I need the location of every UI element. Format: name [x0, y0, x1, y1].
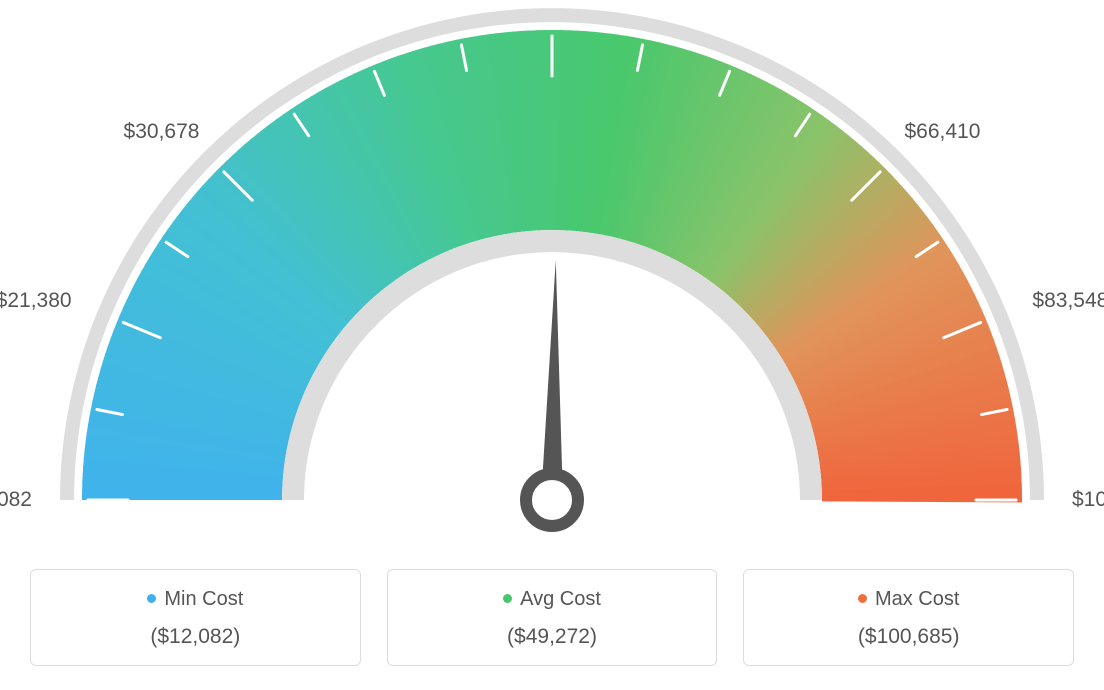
legend-title-min: Min Cost — [41, 588, 350, 611]
legend-value-avg: ($49,272) — [398, 625, 707, 649]
gauge-chart: $12,082$21,380$30,678$49,272$66,410$83,5… — [0, 0, 1104, 560]
gauge-tick-label: $12,082 — [0, 488, 32, 512]
legend-value-min: ($12,082) — [41, 625, 350, 649]
gauge-tick-label: $66,410 — [905, 120, 981, 144]
legend-card-min: Min Cost ($12,082) — [30, 569, 361, 666]
gauge-tick-label: $83,548 — [1032, 289, 1104, 313]
legend-label: Min Cost — [164, 588, 243, 610]
dot-icon — [858, 594, 867, 603]
legend-row: Min Cost ($12,082) Avg Cost ($49,272) Ma… — [30, 569, 1074, 666]
legend-card-avg: Avg Cost ($49,272) — [387, 569, 718, 666]
legend-card-max: Max Cost ($100,685) — [743, 569, 1074, 666]
legend-title-max: Max Cost — [754, 588, 1063, 611]
gauge-tick-label: $30,678 — [124, 120, 200, 144]
legend-value-max: ($100,685) — [754, 625, 1063, 649]
legend-label: Max Cost — [875, 588, 959, 610]
dot-icon — [147, 594, 156, 603]
gauge-tick-label: $21,380 — [0, 289, 72, 313]
dot-icon — [503, 594, 512, 603]
gauge-tick-label: $100,685 — [1072, 488, 1104, 512]
cost-gauge-container: $12,082$21,380$30,678$49,272$66,410$83,5… — [0, 0, 1104, 690]
legend-label: Avg Cost — [520, 588, 601, 610]
legend-title-avg: Avg Cost — [398, 588, 707, 611]
